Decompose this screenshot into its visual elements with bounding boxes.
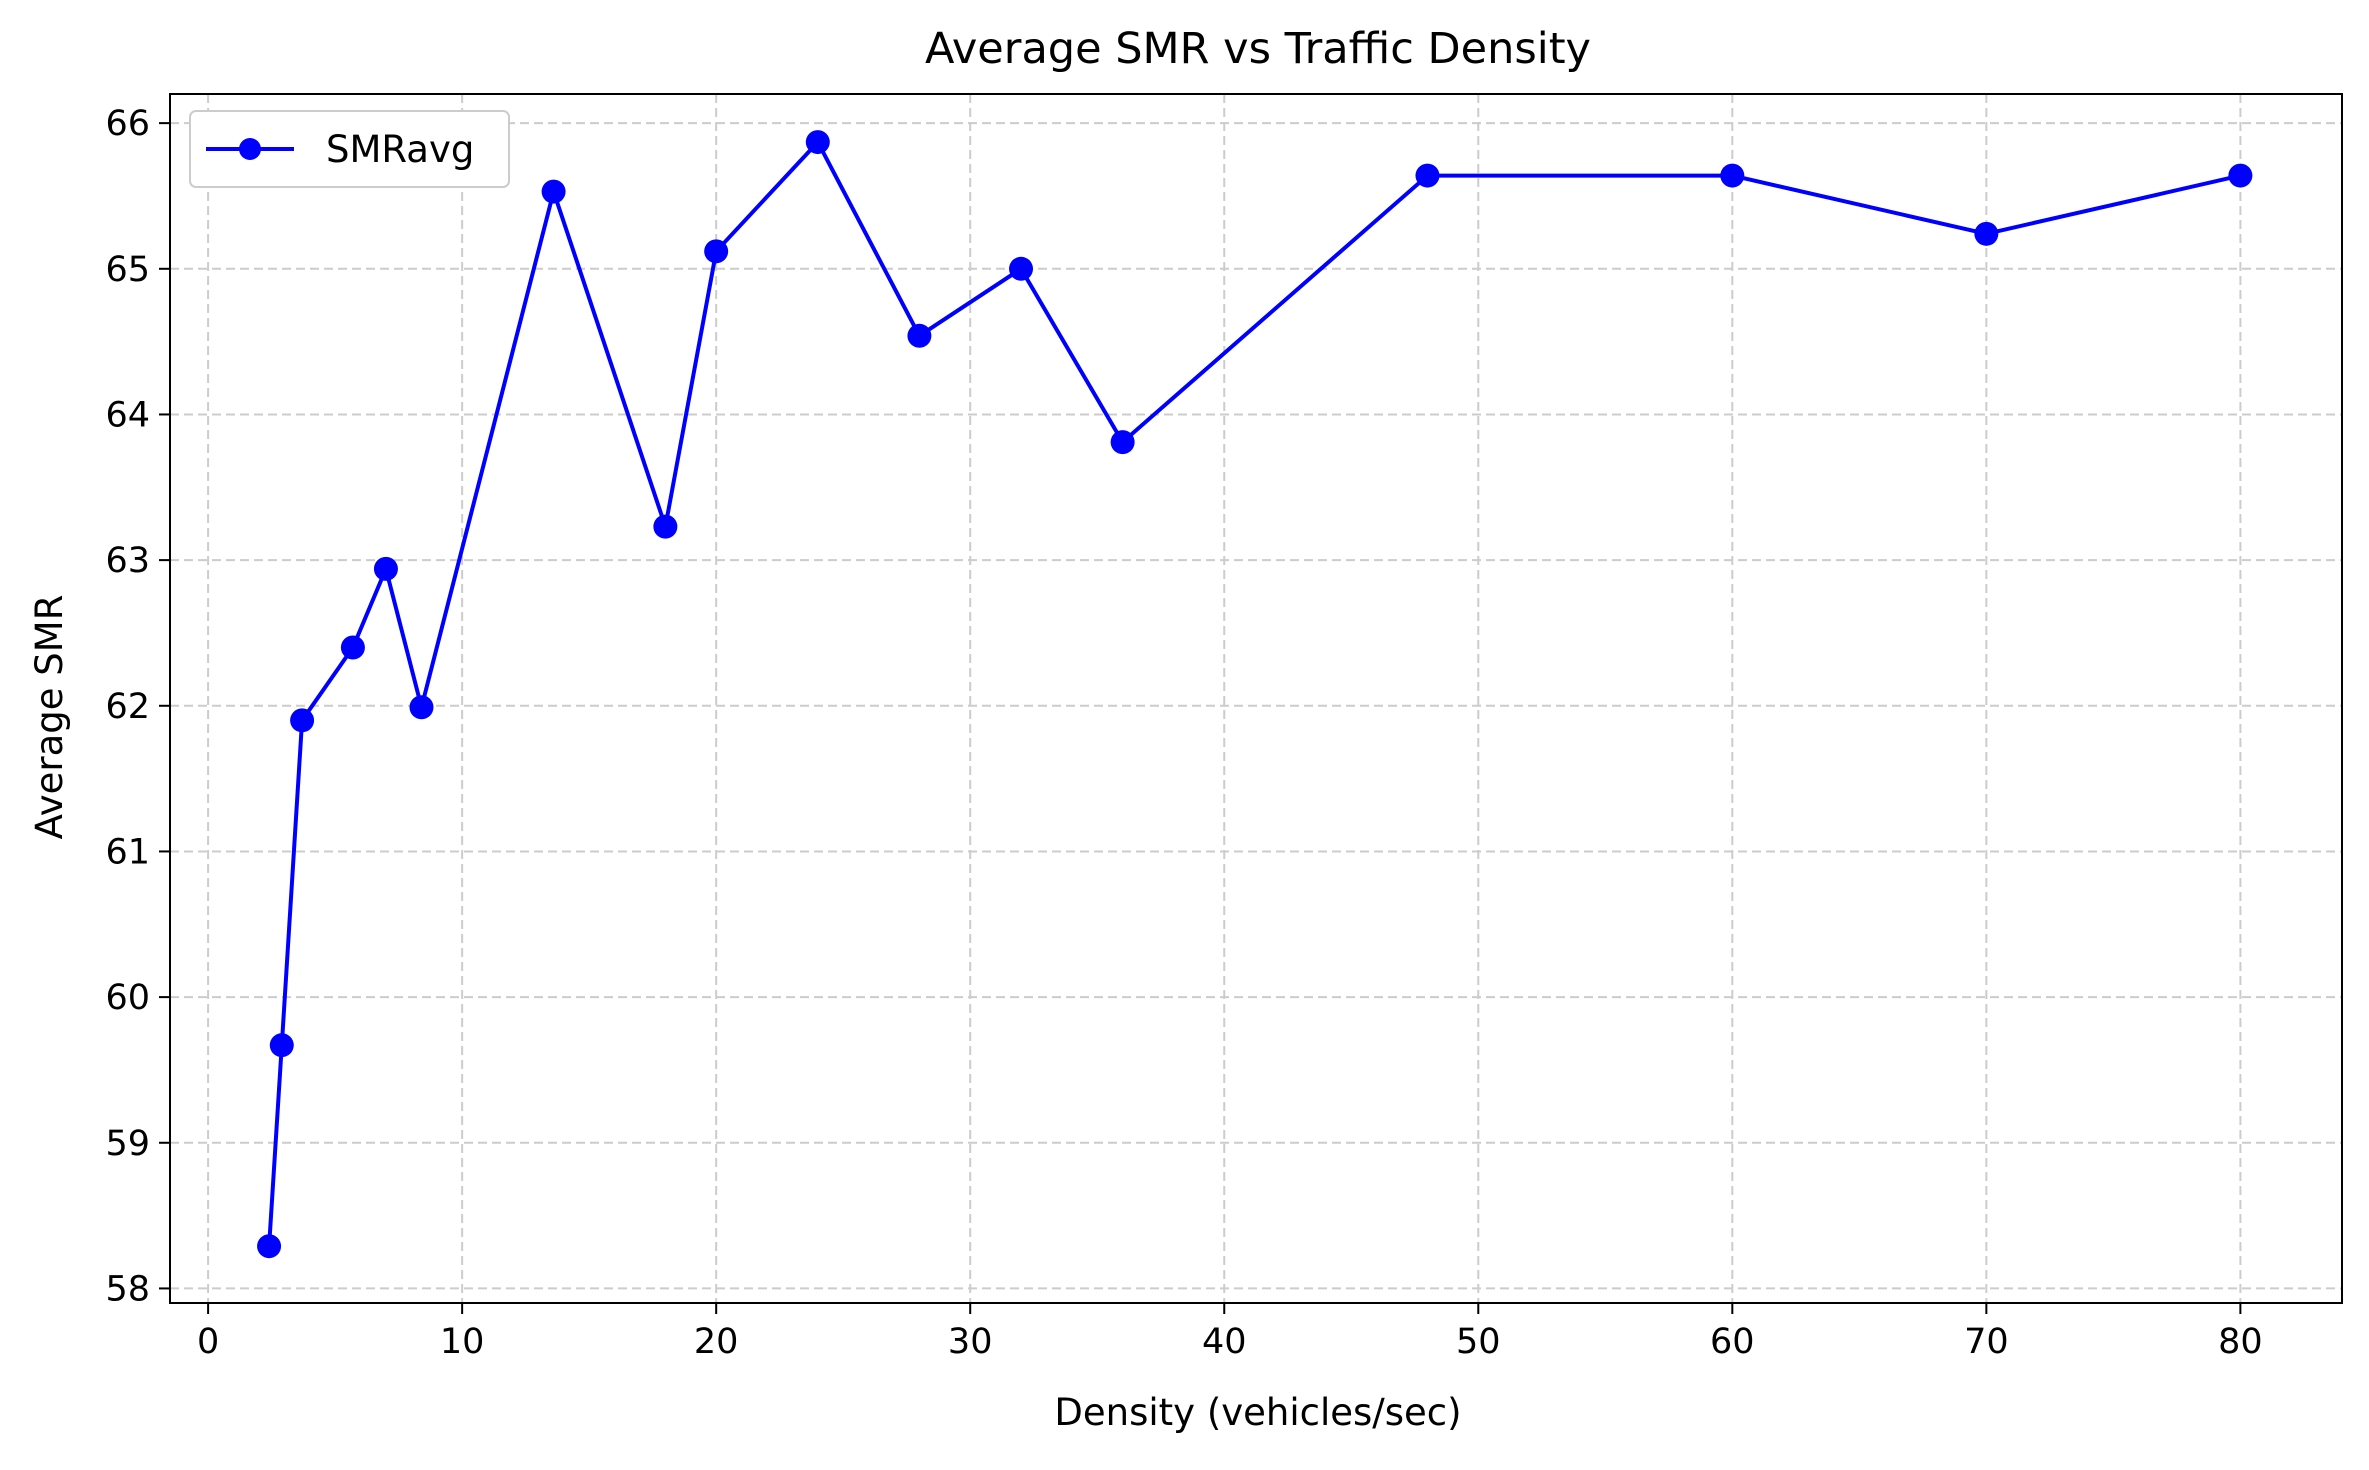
data-point [1009,256,1034,281]
x-axis-label: Density (vehicles/sec) [1054,1391,1461,1434]
data-point [269,1033,294,1058]
chart-title: Average SMR vs Traffic Density [925,24,1591,74]
y-tick-label: 63 [105,541,150,581]
x-tick-label: 40 [1202,1322,1247,1362]
legend: SMRavg [189,110,510,188]
data-point [541,179,566,204]
grid-lines [170,94,2342,1303]
x-tick-label: 10 [440,1322,485,1362]
legend-box [189,110,510,188]
data-point [373,556,398,581]
y-tick-label: 61 [105,832,150,872]
x-tick-label: 70 [1964,1322,2009,1362]
data-point [1974,221,1999,246]
legend-label-smravg: SMRavg [326,128,474,171]
data-point [907,323,932,348]
x-tick-label: 80 [2218,1322,2263,1362]
data-point [340,635,365,660]
y-axis-label: Average SMR [28,595,71,840]
data-point [290,708,315,733]
axis-ticks: 0 10 20 30 40 50 60 70 80 58 59 60 61 62 63 64 65 66 [105,104,2262,1362]
y-tick-label: 58 [105,1269,150,1309]
data-point [1415,163,1440,188]
x-tick-label: 60 [1710,1322,1755,1362]
x-tick-label: 50 [1456,1322,1501,1362]
y-tick-label: 66 [105,104,150,144]
data-point [704,239,729,264]
y-tick-label: 60 [105,978,150,1018]
x-tick-label: 0 [197,1322,219,1362]
series-markers [257,130,2253,1259]
data-point [1110,430,1135,455]
data-point [2228,163,2253,188]
data-point [409,695,434,720]
data-point [257,1234,282,1259]
data-point [1720,163,1745,188]
x-tick-label: 20 [694,1322,739,1362]
data-point [805,130,830,155]
data-point [653,514,678,539]
y-tick-label: 59 [105,1124,150,1164]
legend-marker-sample [239,138,261,160]
x-tick-label: 30 [948,1322,993,1362]
y-tick-label: 62 [105,687,150,727]
y-tick-label: 65 [105,250,150,290]
plot-frame [169,93,2343,1304]
y-tick-label: 64 [105,395,150,435]
